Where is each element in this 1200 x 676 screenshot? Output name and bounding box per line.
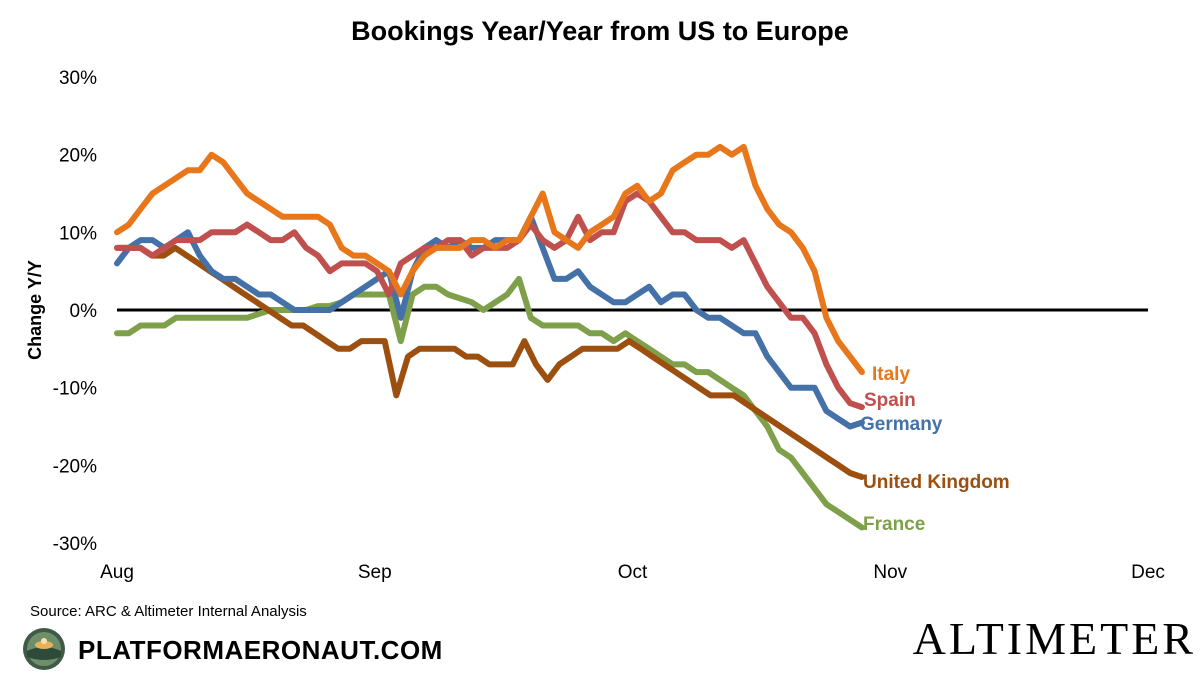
series-line-france — [114, 275, 865, 531]
y-tick-label: -30% — [53, 534, 97, 555]
line-chart: 30%20%10%0%-10%-20%-30% Aug Sep Oct Nov Dec … — [25, 68, 1165, 583]
y-tick-label: 30% — [59, 68, 97, 89]
y-tick-label: 0% — [70, 301, 98, 322]
series-line-united-kingdom — [114, 244, 865, 480]
x-tick-label: Dec — [1131, 562, 1165, 583]
source-note: Source: ARC & Altimeter Internal Analysi… — [30, 603, 307, 620]
y-tick-label: -10% — [53, 379, 97, 400]
series-label-united-kingdom: United Kingdom — [863, 472, 1010, 493]
site-name[interactable]: PLATFORMAERONAUT.COM — [78, 635, 443, 665]
series-label-france: France — [863, 514, 925, 535]
x-axis-ticks: Aug Sep Oct Nov Dec — [100, 562, 1165, 583]
series-label-italy: Italy — [872, 364, 910, 385]
brand-logo: ALTIMETER — [912, 613, 1196, 664]
platformaeronaut-logo-icon — [22, 627, 66, 671]
x-tick-label: Sep — [358, 562, 392, 583]
y-tick-label: -20% — [53, 456, 97, 477]
y-tick-label: 10% — [59, 223, 97, 244]
x-tick-label: Nov — [873, 562, 907, 583]
x-tick-label: Oct — [618, 562, 648, 583]
series-label-germany: Germany — [860, 414, 943, 435]
x-tick-label: Aug — [100, 562, 134, 583]
series-label-spain: Spain — [864, 390, 916, 411]
y-axis-ticks: 30% 20% 10% 0% -10% -20% -30% — [53, 68, 97, 555]
series-labels: Italy Spain Germany United Kingdom France — [860, 364, 1010, 535]
chart-title: Bookings Year/Year from US to Europe — [351, 16, 849, 46]
series-line-italy — [114, 143, 865, 376]
series-lines — [114, 143, 865, 531]
series-line-spain — [114, 190, 865, 411]
y-tick-label: 20% — [59, 146, 97, 167]
y-axis-label: Change Y/Y — [25, 260, 45, 360]
